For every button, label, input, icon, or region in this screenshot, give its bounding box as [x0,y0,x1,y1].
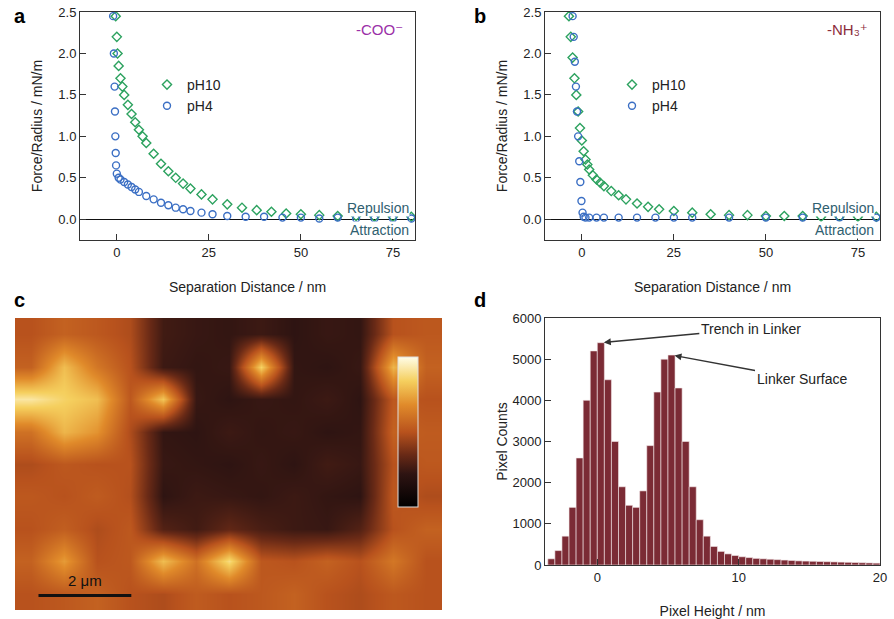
svg-text:20: 20 [873,570,887,585]
svg-text:0: 0 [594,570,601,585]
svg-text:5000: 5000 [512,352,541,367]
svg-text:75: 75 [386,245,400,260]
svg-text:2.0: 2.0 [523,46,541,61]
svg-text:50: 50 [294,245,308,260]
svg-text:1.0: 1.0 [58,129,76,144]
svg-text:d: d [474,289,486,311]
svg-text:0: 0 [578,245,585,260]
svg-text:2.5: 2.5 [58,5,76,20]
svg-text:Repulsion: Repulsion [347,200,409,216]
svg-text:0: 0 [113,245,120,260]
svg-text:Attraction: Attraction [350,222,409,238]
svg-text:10: 10 [731,570,745,585]
svg-text:0.0: 0.0 [58,212,76,227]
svg-text:Force/Radius / mN/m: Force/Radius / mN/m [494,60,510,192]
svg-text:Trench in Linker: Trench in Linker [701,321,801,337]
svg-text:Force/Radius / mN/m: Force/Radius / mN/m [29,60,45,192]
svg-text:75: 75 [851,245,865,260]
svg-text:25: 25 [667,245,681,260]
svg-text:0.5: 0.5 [58,170,76,185]
svg-text:1.5: 1.5 [523,87,541,102]
svg-text:Pixel Height / nm: Pixel Height / nm [660,603,766,619]
svg-text:1.5: 1.5 [58,87,76,102]
svg-text:1000: 1000 [512,516,541,531]
svg-text:3000: 3000 [512,434,541,449]
svg-text:2 μm: 2 μm [68,572,102,589]
svg-text:pH4: pH4 [187,98,213,114]
svg-text:4000: 4000 [512,393,541,408]
svg-text:Attraction: Attraction [815,222,874,238]
svg-text:-COO⁻: -COO⁻ [356,21,403,38]
svg-text:6000: 6000 [512,311,541,326]
svg-text:-NH₃⁺: -NH₃⁺ [827,21,868,38]
svg-text:0.5: 0.5 [523,170,541,185]
svg-text:b: b [474,5,486,27]
svg-text:Separation Distance / nm: Separation Distance / nm [634,279,791,295]
svg-text:pH10: pH10 [652,77,686,93]
svg-text:pH10: pH10 [187,77,221,93]
svg-text:2000: 2000 [512,475,541,490]
svg-text:Repulsion: Repulsion [812,200,874,216]
svg-text:50: 50 [759,245,773,260]
svg-text:25: 25 [202,245,216,260]
svg-text:1.0: 1.0 [523,129,541,144]
svg-text:Pixel Counts: Pixel Counts [494,402,510,481]
svg-text:0: 0 [534,558,541,573]
svg-text:pH4: pH4 [652,98,678,114]
svg-text:Linker Surface: Linker Surface [757,371,847,387]
svg-text:c: c [14,289,25,311]
svg-text:0.0: 0.0 [523,212,541,227]
svg-text:2.5: 2.5 [523,5,541,20]
svg-text:2.0: 2.0 [58,46,76,61]
svg-text:Separation Distance / nm: Separation Distance / nm [169,279,326,295]
svg-text:a: a [14,5,26,27]
